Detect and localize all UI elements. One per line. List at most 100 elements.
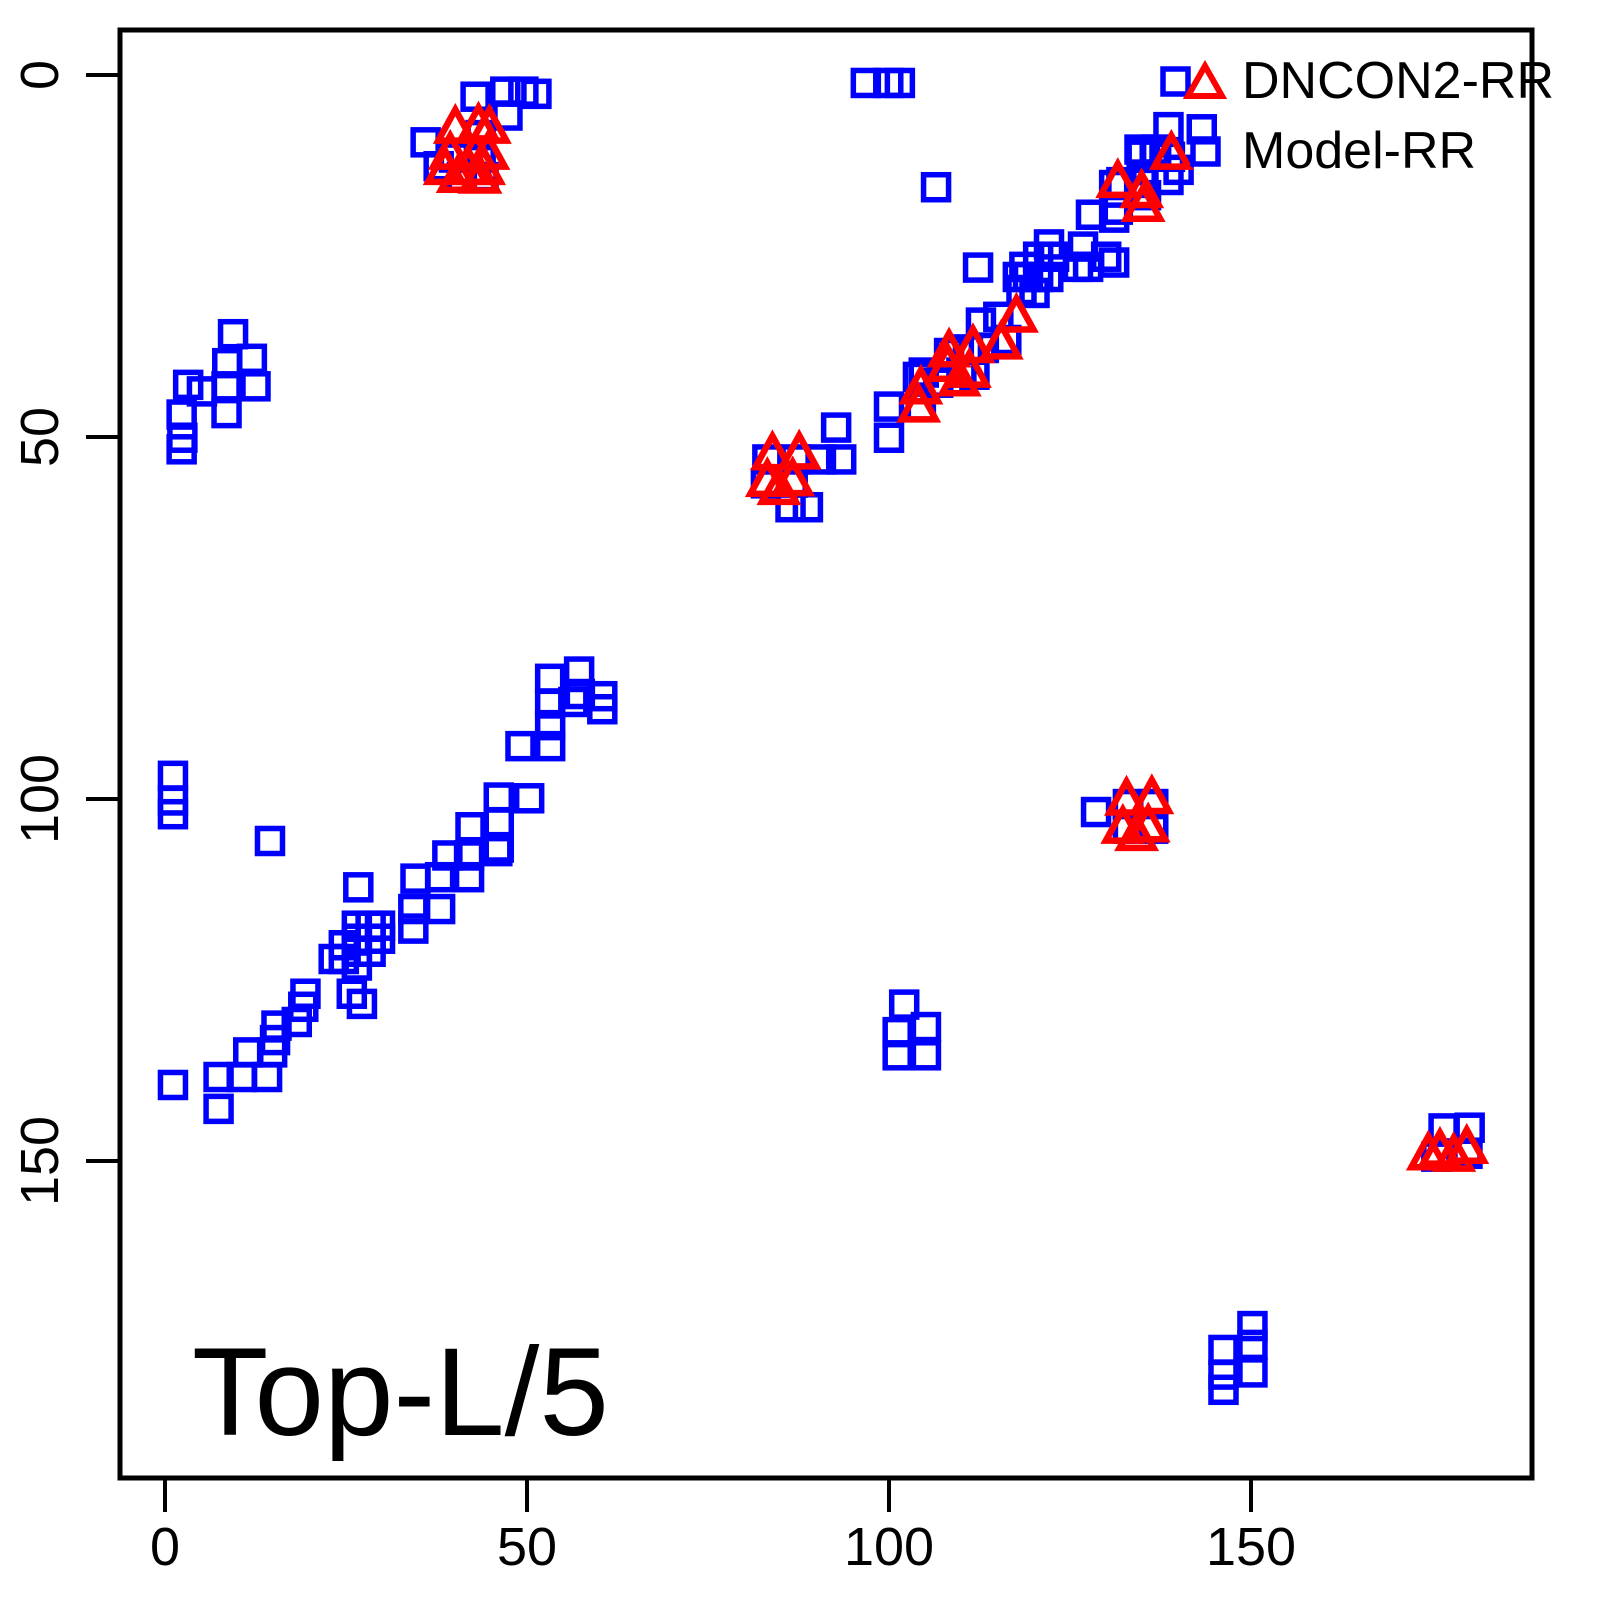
model-rr-point (1075, 199, 1107, 230)
dncon2-rr-point (978, 318, 1024, 360)
dncon2-rr-point (1114, 810, 1160, 852)
legend: DNCON2-RR Model-RR (1150, 50, 1554, 182)
model-rr-point (558, 686, 589, 718)
model-rr-point (254, 825, 286, 857)
legend-label-dncon2: DNCON2-RR (1242, 52, 1554, 110)
model-rr-point (482, 835, 513, 867)
model-rr-point (1237, 1357, 1268, 1388)
model-rr-point (534, 709, 566, 741)
model-rr-point (1237, 1310, 1268, 1342)
legend-symbols-model (1150, 125, 1242, 177)
model-rr-point (157, 1069, 189, 1101)
model-rr-point (400, 863, 431, 894)
model-rr-point (281, 1006, 313, 1038)
model-rr-point (1067, 231, 1099, 262)
model-rr-point (186, 376, 218, 407)
axes-layer: 0 50 100 150 0 50 100 150 (10, 27, 1535, 1577)
model-rr-point (346, 988, 378, 1020)
model-rr-point (460, 81, 491, 112)
model-rr-point (1038, 241, 1070, 272)
dncon2-rr-point (1444, 1122, 1490, 1164)
model-rr-point (157, 760, 189, 792)
model-rr-point (505, 730, 536, 762)
dncon2-rr-point (1148, 128, 1194, 170)
model-rr-point (1186, 114, 1218, 145)
model-rr-point (534, 730, 566, 762)
model-rr-point (240, 371, 271, 402)
dncon2-rr-point (1431, 1130, 1477, 1172)
plot-box (117, 27, 1535, 1481)
model-rr-point (251, 1061, 283, 1093)
legend-row-dncon2: DNCON2-RR (1150, 50, 1554, 112)
model-rr-point (1208, 1334, 1239, 1366)
model-rr-point (825, 444, 857, 475)
dncon2-rr-point (898, 363, 944, 405)
legend-row-model: Model-RR (1150, 120, 1554, 182)
points-layer (157, 67, 1490, 1406)
legend-square-icon (1160, 66, 1191, 97)
model-rr-point (910, 1040, 942, 1071)
model-rr-point (453, 840, 485, 871)
model-rr-point (587, 693, 618, 725)
model-rr-point (884, 67, 916, 99)
model-rr-point (1098, 247, 1130, 278)
model-rr-point (805, 444, 837, 475)
y-axis-tick-label: 0 (10, 60, 70, 90)
model-rr-point (455, 811, 486, 843)
dncon2-rr-point (936, 355, 982, 397)
legend-label-model: Model-RR (1242, 122, 1477, 180)
dncon2-rr-point (1119, 167, 1165, 209)
model-rr-point (398, 913, 429, 944)
dncon2-rr-point (435, 152, 481, 194)
dncon2-rr-point (993, 291, 1039, 333)
model-rr-point (962, 252, 994, 283)
model-rr-point (820, 412, 852, 443)
model-rr-point (236, 343, 268, 375)
y-axis-tick-label: 100 (10, 754, 70, 844)
model-rr-point (920, 171, 952, 203)
legend-square-icon (1190, 136, 1221, 167)
model-rr-point (1019, 277, 1050, 309)
model-rr-point (203, 1093, 234, 1125)
model-rr-point (483, 782, 515, 813)
y-axis-tick-label: 150 (10, 1116, 70, 1206)
model-rr-point (343, 872, 374, 903)
legend-triangle-icon (1182, 59, 1228, 99)
dncon2-rr-point (1405, 1129, 1451, 1171)
model-rr-point (873, 422, 905, 453)
model-rr-point (318, 943, 349, 975)
dncon2-rr-point (896, 381, 942, 423)
model-rr-point (882, 1040, 913, 1071)
model-rr-point (424, 893, 456, 925)
model-rr-point (521, 78, 552, 110)
dncon2-rr-point (1120, 181, 1166, 223)
model-rr-point (1080, 796, 1112, 828)
dncon2-rr-point (1129, 773, 1175, 815)
x-axis-tick-label: 100 (844, 1517, 934, 1577)
model-rr-point (483, 806, 515, 838)
model-rr-point (157, 798, 189, 830)
dncon2-rr-point (465, 128, 511, 170)
x-axis-tick-label: 0 (150, 1517, 180, 1577)
dncon2-rr-point (776, 428, 822, 470)
model-rr-point (910, 1011, 942, 1043)
dncon2-rr-point (926, 326, 972, 368)
model-rr-point (1208, 1374, 1239, 1406)
plot-annotation: Top-L/5 (192, 1323, 609, 1462)
dncon2-rr-point (756, 464, 802, 506)
y-axis-tick-label: 50 (10, 407, 70, 467)
model-rr-point (453, 861, 485, 893)
dncon2-rr-point (457, 152, 503, 194)
x-axis-tick-label: 50 (497, 1517, 557, 1577)
model-rr-point (211, 397, 242, 429)
model-rr-point (513, 783, 545, 814)
model-rr-point (873, 391, 905, 422)
model-rr-point (217, 318, 249, 350)
model-rr-point (166, 434, 197, 465)
legend-symbols-dncon2 (1150, 55, 1242, 107)
dncon2-rr-point (1095, 157, 1141, 199)
model-rr-point (792, 491, 824, 523)
x-axis-tick-label: 150 (1206, 1517, 1296, 1577)
